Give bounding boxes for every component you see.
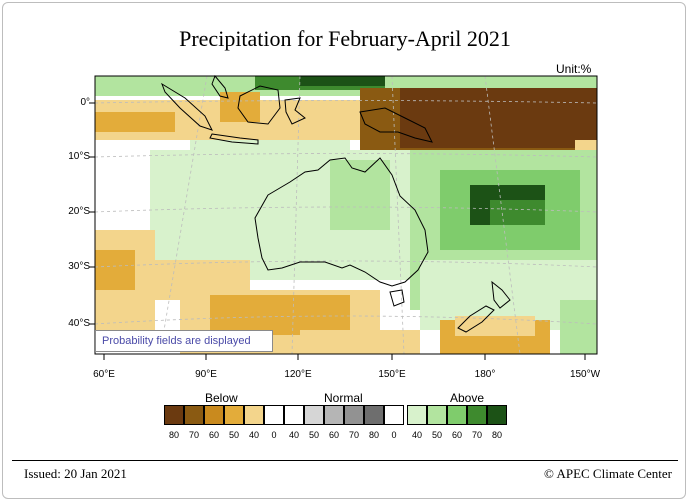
legend-swatch (447, 405, 467, 425)
legend-group-below: Below (205, 391, 238, 405)
legend-tick-label: 40 (248, 430, 259, 440)
lon-label: 150°W (569, 369, 601, 380)
new-zealand-north-coastline (491, 280, 511, 309)
legend-tick-label: 60 (451, 430, 462, 440)
legend-swatch (164, 405, 184, 425)
probability-note: Probability fields are displayed (95, 330, 273, 352)
legend-swatch (204, 405, 224, 425)
legend-swatch (244, 405, 264, 425)
page-title: Precipitation for February-April 2021 (179, 26, 511, 51)
new-guinea-coastline (359, 107, 433, 143)
legend-swatch (407, 405, 427, 425)
lon-label: 60°E (93, 369, 115, 380)
legend-tick-label: 0 (271, 430, 277, 440)
probability-field (95, 76, 597, 354)
lat-label: 0° (80, 97, 90, 108)
legend-group-above: Above (450, 391, 485, 405)
java-coastline (209, 133, 259, 145)
unit-label: Unit:% (556, 62, 592, 76)
tasmania-coastline (389, 289, 405, 307)
map-border (94, 75, 598, 355)
legend-swatch (384, 405, 404, 425)
legend-tick-label: 40 (288, 430, 299, 440)
australia-coastline (254, 157, 429, 287)
legend-swatch (284, 405, 304, 425)
legend-swatch (427, 405, 447, 425)
peninsula-coastline (211, 75, 229, 99)
legend-tick-label: 70 (471, 430, 482, 440)
legend-swatch (487, 405, 507, 425)
legend-tick-label: 60 (328, 430, 339, 440)
lon-label: 90°E (195, 369, 217, 380)
legend-swatch (364, 405, 384, 425)
legend-swatch (324, 405, 344, 425)
sulawesi-coastline (284, 97, 306, 125)
legend-tick-label: 70 (348, 430, 359, 440)
legend-tick-label: 70 (188, 430, 199, 440)
lat-label: 40°S (68, 318, 90, 329)
issued-date: Issued: 20 Jan 2021 (24, 466, 127, 481)
borneo-coastline (237, 85, 281, 125)
legend-swatch (467, 405, 487, 425)
legend-swatch (344, 405, 364, 425)
figure-frame (2, 2, 686, 499)
sumatra-coastline (161, 82, 213, 131)
legend-tick-label: 80 (368, 430, 379, 440)
footer-rule (12, 460, 678, 461)
legend-tick-label: 40 (411, 430, 422, 440)
lat-label: 20°S (68, 206, 90, 217)
legend-tick-label: 60 (208, 430, 219, 440)
legend-tick-label: 80 (491, 430, 502, 440)
legend-tick-label: 80 (168, 430, 179, 440)
lat-label: 30°S (68, 261, 90, 272)
legend-swatch (304, 405, 324, 425)
legend-tick-label: 0 (391, 430, 397, 440)
lon-label: 150°E (378, 369, 406, 380)
legend-group-normal: Normal (324, 391, 363, 405)
credit-text: © APEC Climate Center (544, 466, 672, 481)
legend-swatch (224, 405, 244, 425)
legend-tick-label: 50 (228, 430, 239, 440)
legend-tick-label: 50 (308, 430, 319, 440)
lon-label: 120°E (284, 369, 312, 380)
lon-label: 180° (474, 369, 496, 380)
legend-tick-label: 50 (431, 430, 442, 440)
lat-label: 10°S (68, 151, 90, 162)
legend-swatch (264, 405, 284, 425)
legend-swatch (184, 405, 204, 425)
graticule (94, 75, 598, 355)
new-zealand-south-coastline (457, 305, 495, 333)
